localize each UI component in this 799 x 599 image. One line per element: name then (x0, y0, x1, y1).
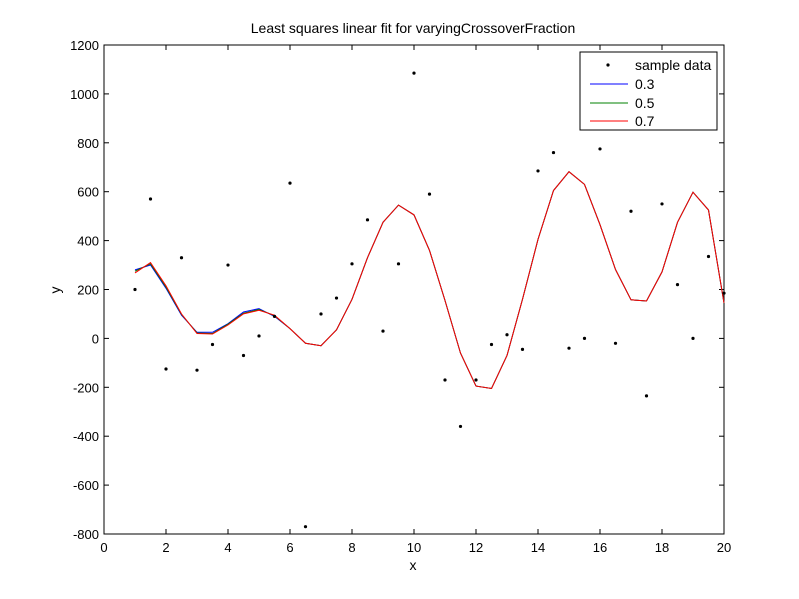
sample-data-point (427, 192, 432, 196)
sample-data-point (722, 291, 726, 295)
sample-data-point (675, 283, 680, 287)
sample-data-point (148, 197, 153, 201)
x-tick-label: 12 (469, 540, 483, 555)
legend-box (579, 51, 718, 131)
x-tick-label: 8 (348, 540, 355, 555)
y-tick-label: -800 (73, 527, 99, 542)
sample-data-point (613, 341, 618, 345)
legend-marker-sample-data (606, 63, 610, 67)
sample-data-point (598, 147, 602, 151)
sample-data-point (536, 169, 540, 173)
sample-data-point (458, 424, 463, 429)
sample-data-point (567, 346, 571, 350)
sample-data-point (706, 254, 711, 259)
sample-data-point (489, 342, 494, 347)
sample-data-point (334, 296, 339, 300)
sample-data-point (582, 336, 587, 340)
x-tick-label: 4 (224, 540, 231, 555)
y-tick-label: 200 (77, 283, 99, 298)
sample-data-point (210, 342, 215, 347)
sample-data-point (644, 394, 649, 398)
legend-label-0-3: 0.3 (635, 76, 655, 92)
sample-data-point (226, 263, 230, 267)
y-tick-label: 600 (77, 185, 99, 200)
sample-data-point (179, 256, 184, 260)
sample-data-points (133, 71, 726, 529)
sample-data-point (660, 202, 664, 206)
legend-label-0-7: 0.7 (635, 113, 655, 129)
series-lines (134, 170, 725, 390)
y-tick-label: 1200 (70, 38, 99, 53)
y-axis-label: y (47, 287, 63, 294)
series-line-0-7 (134, 170, 725, 390)
x-tick-label: 0 (100, 540, 107, 555)
sample-data-point (412, 71, 416, 75)
sample-data-point (164, 367, 168, 371)
y-tick-label: -600 (73, 478, 99, 493)
sample-data-point (257, 334, 261, 338)
sample-data-point (133, 287, 137, 292)
x-tick-label: 20 (717, 540, 731, 555)
sample-data-point (629, 209, 633, 213)
chart-title: Least squares linear fit for varyingCros… (251, 20, 575, 36)
sample-data-point (381, 329, 385, 333)
sample-data-point (443, 378, 447, 382)
sample-data-point (365, 218, 370, 222)
legend: sample data 0.3 0.5 0.7 (579, 51, 718, 131)
sample-data-point (195, 368, 199, 372)
sample-data-point (520, 347, 525, 352)
y-tick-label: 800 (77, 136, 99, 151)
sample-data-point (241, 353, 246, 358)
x-tick-label: 18 (655, 540, 669, 555)
y-axis-ticks: -800 -600 -400 -200 0 200 400 600 800 1000 1200 (70, 38, 724, 542)
x-tick-label: 14 (531, 540, 545, 555)
x-tick-label: 2 (162, 540, 169, 555)
sample-data-point (288, 181, 292, 185)
x-axis-ticks: 0 2 4 6 8 10 12 14 16 18 20 (100, 45, 731, 555)
y-tick-label: -400 (73, 429, 99, 444)
y-tick-label: -200 (73, 380, 99, 395)
sample-data-point (350, 262, 354, 266)
y-tick-label: 400 (77, 234, 99, 249)
sample-data-point (505, 333, 509, 337)
x-tick-label: 16 (593, 540, 607, 555)
sample-data-point (691, 336, 695, 340)
legend-label-sample-data: sample data (635, 57, 711, 73)
x-tick-label: 6 (286, 540, 293, 555)
sample-data-point (272, 314, 277, 318)
y-tick-label: 1000 (70, 87, 99, 102)
x-tick-label: 10 (407, 540, 421, 555)
sample-data-point (551, 150, 556, 155)
legend-label-0-5: 0.5 (635, 95, 655, 111)
sample-data-point (303, 525, 308, 529)
sample-data-point (319, 312, 323, 316)
y-tick-label: 0 (92, 331, 99, 346)
sample-data-point (396, 262, 401, 266)
x-axis-label: x (410, 557, 417, 573)
sample-data-point (474, 378, 478, 382)
